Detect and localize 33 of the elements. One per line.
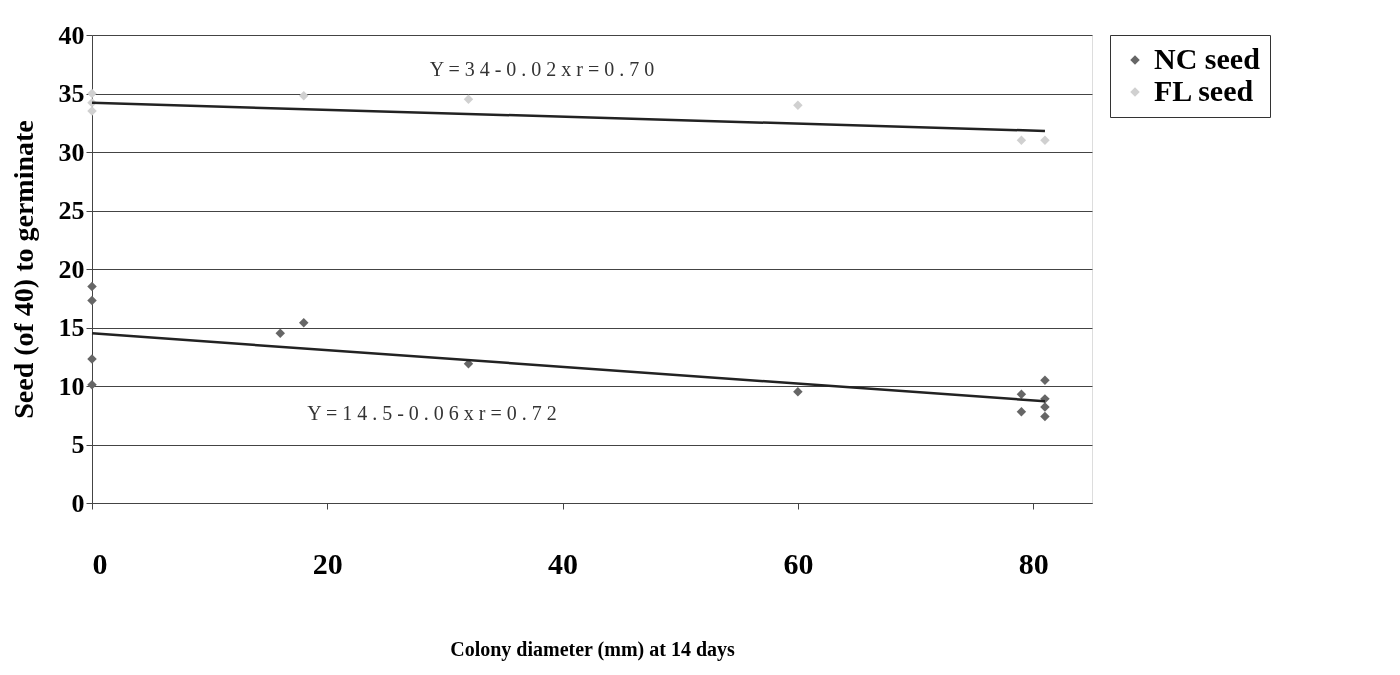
y-tick-label: 30 [58,137,85,167]
y-tick-label: 25 [58,196,85,225]
x-tick-label: 80 [1018,546,1049,580]
x-tick-label: 20 [312,546,343,580]
legend-label: FL seed [1154,74,1254,107]
point [87,281,97,292]
y-tick-label: 35 [58,79,85,108]
point [275,328,285,339]
point [1040,411,1050,422]
point [299,91,309,101]
y-tick-label: 15 [58,313,85,342]
point [1016,135,1027,146]
y-axis-title: Seed (of 40) to germinate [7,120,39,419]
y-tick-label: 10 [58,371,85,401]
point [87,295,97,306]
point [299,318,309,328]
y-tick-label: 20 [58,254,85,284]
point [463,94,474,105]
annotation: Y = 1 4 . 5 - 0 . 0 6 x r = 0 . 7 2 [307,402,557,425]
annotation: Y = 3 4 - 0 . 0 2 x r = 0 . 7 0 [429,58,655,81]
legend-label: NC seed [1154,42,1261,75]
y-tick-label: 0 [71,488,85,518]
y-tick-label: 5 [71,430,85,459]
x-axis-title: Colony diameter (mm) at 14 days [450,637,736,661]
point [1016,389,1027,399]
x-tick-label: 40 [548,546,579,580]
point [793,100,803,110]
point [793,387,803,397]
y-tick-label: 40 [58,20,85,50]
x-tick-label: 0 [92,546,108,580]
x-tick-label: 60 [783,546,814,580]
point [1040,135,1050,146]
point [1016,407,1027,417]
